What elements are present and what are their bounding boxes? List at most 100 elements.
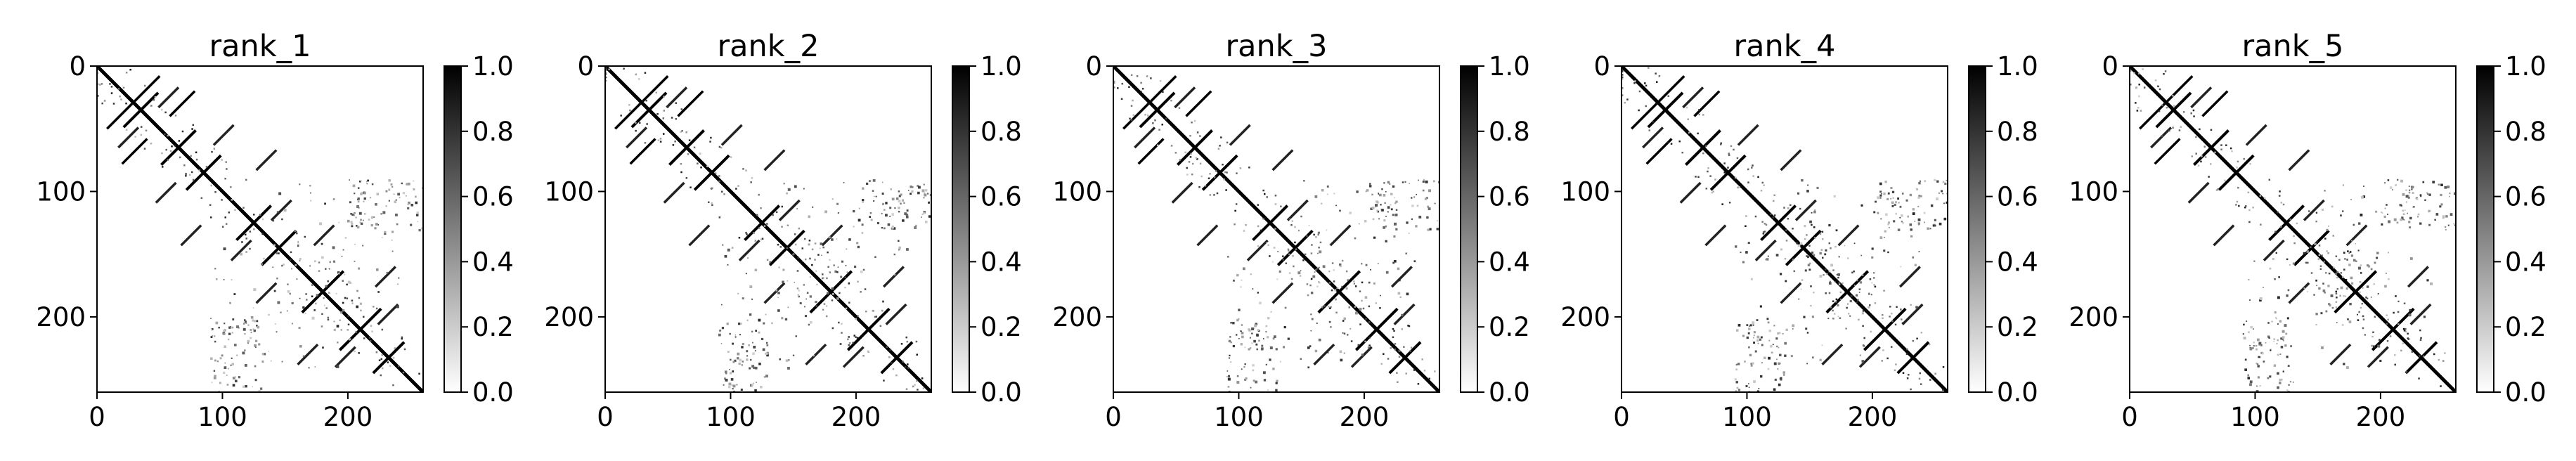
colorbar-tick-label: 0.0: [1997, 377, 2038, 408]
heatmap-speckle: [1319, 250, 1322, 254]
contact-strand: [1682, 86, 1704, 109]
y-tick-label: 0: [1085, 51, 1102, 82]
heatmap-speckle: [1349, 212, 1352, 214]
heatmap-speckle: [1720, 142, 1723, 144]
heatmap-speckle: [210, 336, 213, 338]
heatmap-speckle: [891, 197, 895, 201]
heatmap-speckle: [314, 366, 316, 368]
heatmap-speckle: [872, 190, 874, 192]
heatmap-speckle: [2393, 311, 2395, 314]
heatmap-speckle: [1912, 256, 1915, 259]
contact-strand: [663, 181, 685, 204]
heatmap-speckle: [1260, 229, 1262, 232]
heatmap-speckle: [1862, 325, 1864, 327]
heatmap-speckle: [1348, 306, 1350, 309]
heatmap-speckle: [311, 295, 313, 298]
heatmap-speckle: [837, 266, 839, 268]
heatmap-speckle: [2348, 252, 2350, 254]
heatmap-speckle: [188, 174, 191, 176]
heatmap-speckle: [1317, 252, 1319, 254]
heatmap-speckle: [857, 315, 859, 317]
contact-strand: [882, 266, 905, 288]
heatmap-speckle: [316, 294, 318, 297]
heatmap-speckle: [1763, 184, 1765, 186]
heatmap-speckle: [1734, 378, 1737, 381]
heatmap-speckle: [797, 257, 800, 259]
heatmap-speckle: [336, 325, 339, 328]
heatmap-speckle: [223, 247, 226, 251]
heatmap-speckle: [1383, 353, 1385, 355]
contact-strand: [377, 303, 399, 325]
heatmap-speckle: [129, 68, 131, 71]
heatmap-speckle: [1702, 114, 1704, 116]
heatmap-speckle: [1860, 254, 1862, 257]
heatmap-speckle: [1227, 385, 1230, 388]
heatmap-speckle: [1272, 368, 1275, 370]
diagonal-mark: [97, 66, 423, 392]
heatmap-speckle: [393, 193, 395, 195]
heatmap-speckle: [2419, 355, 2421, 357]
heatmap-speckle: [1748, 383, 1749, 384]
heatmap-speckle: [1900, 266, 1902, 268]
heatmap-speckle: [888, 356, 891, 358]
heatmap-speckle: [1317, 267, 1319, 270]
heatmap-speckle: [2449, 213, 2453, 216]
heatmap-speckle: [1892, 197, 1894, 199]
heatmap-speckle: [1752, 362, 1754, 365]
heatmap-speckle: [1908, 373, 1910, 376]
heatmap-speckle: [1714, 178, 1716, 181]
heatmap-speckle: [1896, 306, 1898, 309]
heatmap-speckle: [1811, 356, 1814, 359]
heatmap-speckle: [1328, 282, 1331, 284]
heatmap-speckle: [777, 243, 779, 246]
heatmap-speckle: [1385, 215, 1387, 217]
heatmap-speckle: [391, 230, 394, 233]
heatmap-speckle: [1918, 182, 1921, 185]
heatmap-speckle: [1918, 195, 1920, 197]
heatmap-speckle: [232, 318, 235, 320]
heatmap-speckle: [1369, 183, 1371, 185]
heatmap-speckle: [1736, 329, 1739, 332]
heatmap-speckle: [1276, 278, 1279, 280]
heatmap-speckle: [1900, 309, 1902, 311]
heatmap-speckle: [763, 225, 766, 227]
heatmap-speckle: [1873, 272, 1875, 274]
heatmap-speckle: [760, 207, 762, 209]
heatmap-speckle: [321, 313, 323, 316]
heatmap-speckle: [235, 379, 238, 383]
heatmap-speckle: [1200, 175, 1203, 178]
heatmap-speckle: [754, 268, 758, 272]
heatmap-speckle: [721, 327, 725, 330]
heatmap-speckle: [236, 354, 238, 356]
heatmap-speckle: [276, 211, 279, 213]
heatmap-speckle: [190, 171, 193, 174]
heatmap-speckle: [841, 323, 843, 325]
heatmap-speckle: [358, 297, 361, 299]
heatmap-speckle: [221, 226, 224, 228]
heatmap-speckle: [97, 72, 99, 74]
heatmap-speckle: [1813, 210, 1816, 214]
x-tick-label: 100: [2230, 402, 2280, 432]
heatmap-speckle: [2347, 318, 2349, 320]
heatmap-speckle: [1190, 152, 1193, 155]
heatmap-speckle: [675, 117, 678, 120]
heatmap-speckle: [2305, 261, 2308, 264]
heatmap-speckle: [822, 309, 824, 311]
heatmap-speckle: [1853, 285, 1856, 286]
heatmap-speckle: [1226, 141, 1229, 144]
heatmap-speckle: [605, 72, 607, 74]
heatmap-speckle: [785, 359, 789, 362]
heatmap-speckle: [1140, 91, 1142, 93]
heatmap-speckle: [337, 272, 340, 275]
heatmap-speckle: [179, 156, 181, 159]
heatmap-speckle: [247, 324, 250, 326]
heatmap-speckle: [1764, 230, 1766, 233]
heatmap-speckle: [1626, 98, 1629, 100]
heatmap-speckle: [1773, 214, 1776, 216]
heatmap-speckle: [1889, 227, 1890, 228]
heatmap-speckle: [234, 209, 236, 212]
heatmap-speckle: [766, 344, 769, 346]
heatmap-speckle: [1193, 119, 1196, 122]
heatmap-speckle: [1821, 344, 1823, 346]
heatmap-speckle: [671, 117, 673, 119]
